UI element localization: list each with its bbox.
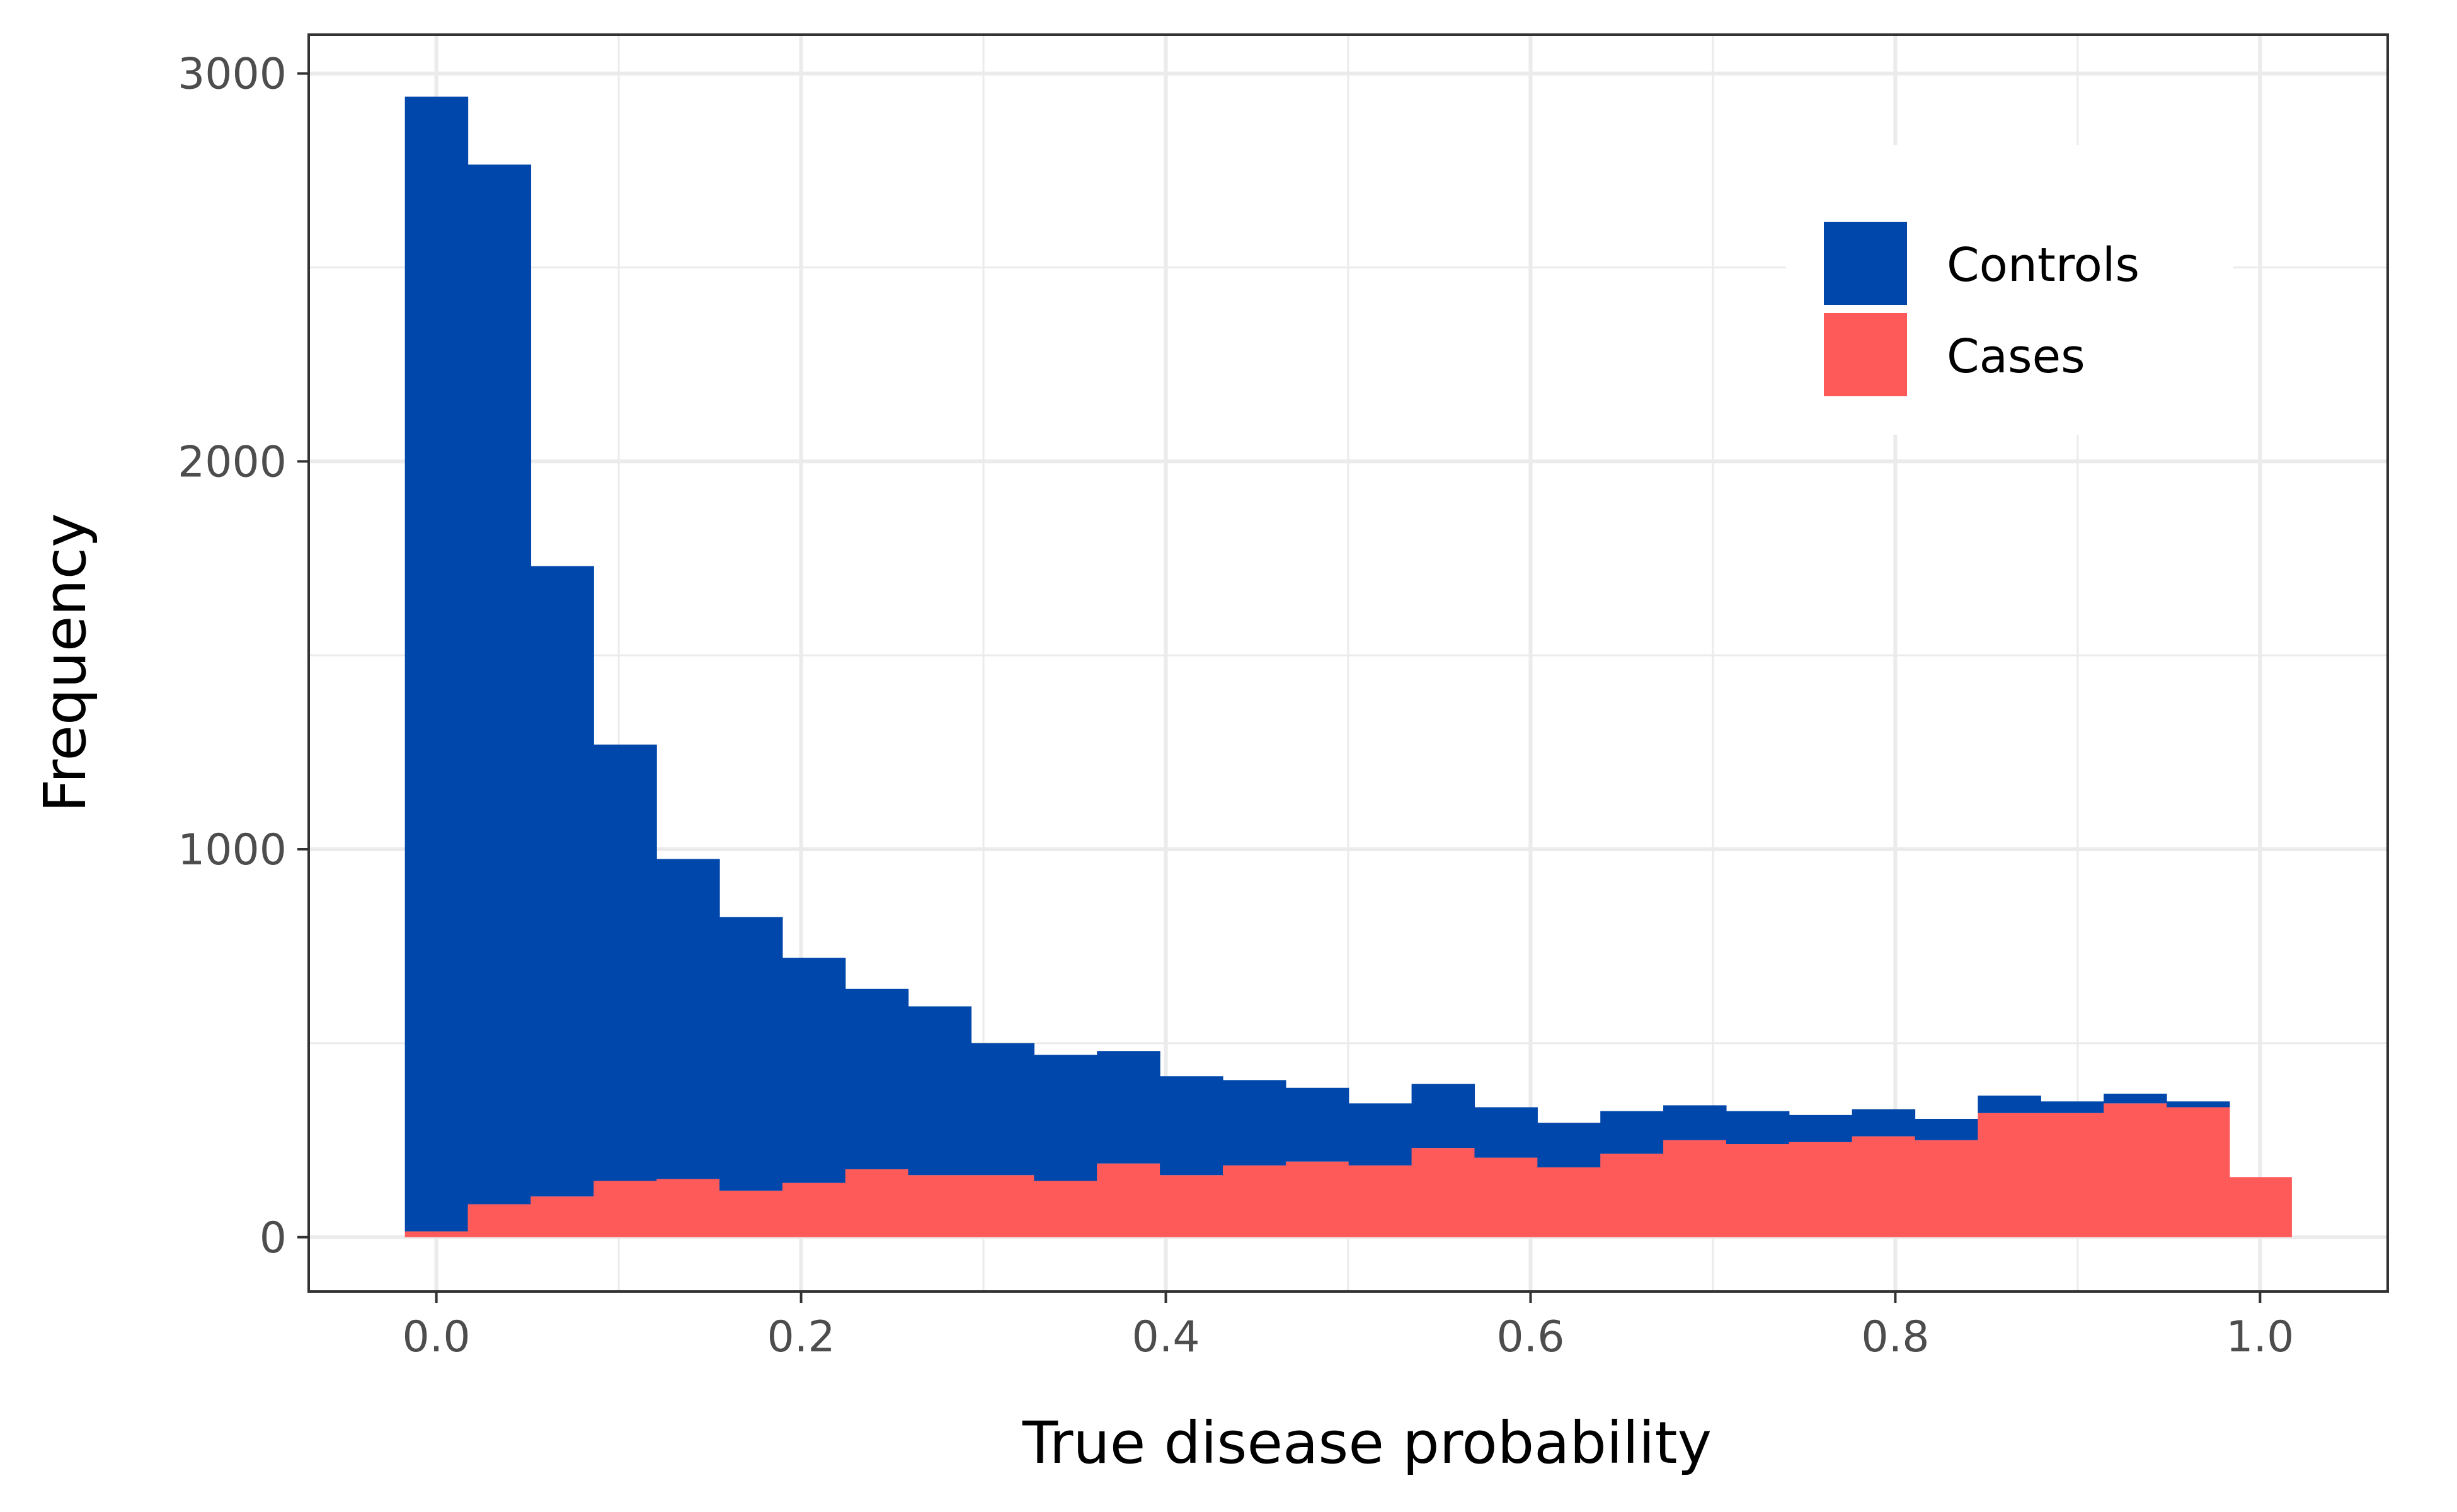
bar-controls bbox=[467, 164, 532, 1205]
bar-controls bbox=[719, 917, 783, 1191]
bar-controls bbox=[1978, 1096, 2041, 1113]
bar-controls bbox=[1600, 1111, 1664, 1154]
y-tick-label: 2000 bbox=[178, 437, 287, 487]
legend-swatch-controls bbox=[1824, 222, 1907, 305]
bar-cases bbox=[2167, 1107, 2230, 1237]
x-tick-label: 0.4 bbox=[1131, 1312, 1200, 1362]
bar-controls bbox=[404, 96, 469, 1232]
bar-cases bbox=[1474, 1157, 1538, 1237]
bar-controls bbox=[2041, 1101, 2104, 1113]
bar-controls bbox=[845, 988, 909, 1170]
bar-cases bbox=[1726, 1144, 1790, 1237]
bar-controls bbox=[2104, 1093, 2167, 1104]
bar-controls bbox=[656, 859, 720, 1179]
bar-controls bbox=[1097, 1051, 1160, 1164]
bar-controls bbox=[1222, 1080, 1286, 1166]
bar-controls bbox=[908, 1006, 972, 1176]
x-tick-label: 0.2 bbox=[767, 1312, 835, 1362]
bar-cases bbox=[908, 1175, 972, 1237]
bar-cases bbox=[1348, 1165, 1412, 1237]
y-axis-title: Frequency bbox=[32, 513, 99, 812]
legend-label-controls: Controls bbox=[1947, 238, 2139, 292]
x-tick-label: 1.0 bbox=[2226, 1312, 2294, 1362]
bar-controls bbox=[1160, 1076, 1223, 1176]
bar-cases bbox=[1034, 1181, 1097, 1237]
bar-cases bbox=[1663, 1140, 1727, 1237]
bar-cases bbox=[1411, 1148, 1475, 1237]
y-tick-label: 0 bbox=[260, 1213, 287, 1263]
histogram-bars bbox=[404, 96, 2292, 1237]
bar-cases bbox=[467, 1204, 532, 1237]
bar-cases bbox=[1915, 1140, 1979, 1237]
y-tick-label: 3000 bbox=[178, 50, 287, 100]
bar-controls bbox=[1034, 1055, 1097, 1181]
bar-cases bbox=[719, 1190, 783, 1237]
y-tick-label: 1000 bbox=[178, 825, 287, 875]
bar-controls bbox=[593, 744, 657, 1181]
bar-cases bbox=[1222, 1165, 1286, 1237]
bar-cases bbox=[1285, 1161, 1349, 1237]
x-tick-label: 0.0 bbox=[403, 1312, 471, 1362]
bar-controls bbox=[2167, 1101, 2230, 1108]
bar-cases bbox=[1537, 1167, 1601, 1237]
bar-controls bbox=[1789, 1114, 1853, 1142]
plot-border bbox=[307, 33, 2389, 1293]
bar-cases bbox=[530, 1196, 594, 1237]
bar-cases bbox=[1097, 1163, 1160, 1237]
bar-cases bbox=[404, 1231, 469, 1237]
bar-controls bbox=[1726, 1111, 1790, 1145]
bar-controls bbox=[1285, 1087, 1349, 1162]
bar-controls bbox=[1411, 1084, 1475, 1148]
x-axis-title: True disease probability bbox=[1022, 1409, 1712, 1477]
bar-controls bbox=[971, 1043, 1034, 1176]
bar-controls bbox=[1348, 1103, 1412, 1166]
bar-cases bbox=[593, 1181, 657, 1237]
legend-label-cases: Cases bbox=[1947, 329, 2085, 384]
bar-cases bbox=[2041, 1113, 2104, 1237]
bar-cases bbox=[1789, 1142, 1853, 1237]
bar-cases bbox=[1978, 1113, 2041, 1237]
bar-cases bbox=[782, 1183, 846, 1237]
bar-cases bbox=[1160, 1175, 1223, 1237]
legend: Controls Cases bbox=[1786, 145, 2233, 435]
bar-cases bbox=[845, 1169, 909, 1237]
bar-controls bbox=[1852, 1109, 1916, 1137]
bar-controls bbox=[1663, 1105, 1727, 1140]
axis-ticks: 0.0 0.2 0.4 0.6 0.8 1.0 0 1000 2000 3000 bbox=[178, 50, 2294, 1362]
bar-controls bbox=[1537, 1123, 1601, 1167]
bar-cases bbox=[971, 1175, 1034, 1237]
bar-cases bbox=[2104, 1103, 2167, 1237]
legend-swatch-cases bbox=[1824, 313, 1907, 396]
bar-cases bbox=[1852, 1136, 1916, 1237]
bar-controls bbox=[530, 566, 594, 1197]
x-tick-label: 0.8 bbox=[1861, 1312, 1929, 1362]
bar-controls bbox=[1915, 1118, 1979, 1140]
x-tick-label: 0.6 bbox=[1496, 1312, 1564, 1362]
bar-cases bbox=[1600, 1154, 1664, 1237]
bar-controls bbox=[782, 958, 846, 1183]
bar-cases bbox=[656, 1179, 720, 1237]
bar-cases bbox=[2228, 1177, 2292, 1237]
bar-controls bbox=[1474, 1107, 1538, 1158]
